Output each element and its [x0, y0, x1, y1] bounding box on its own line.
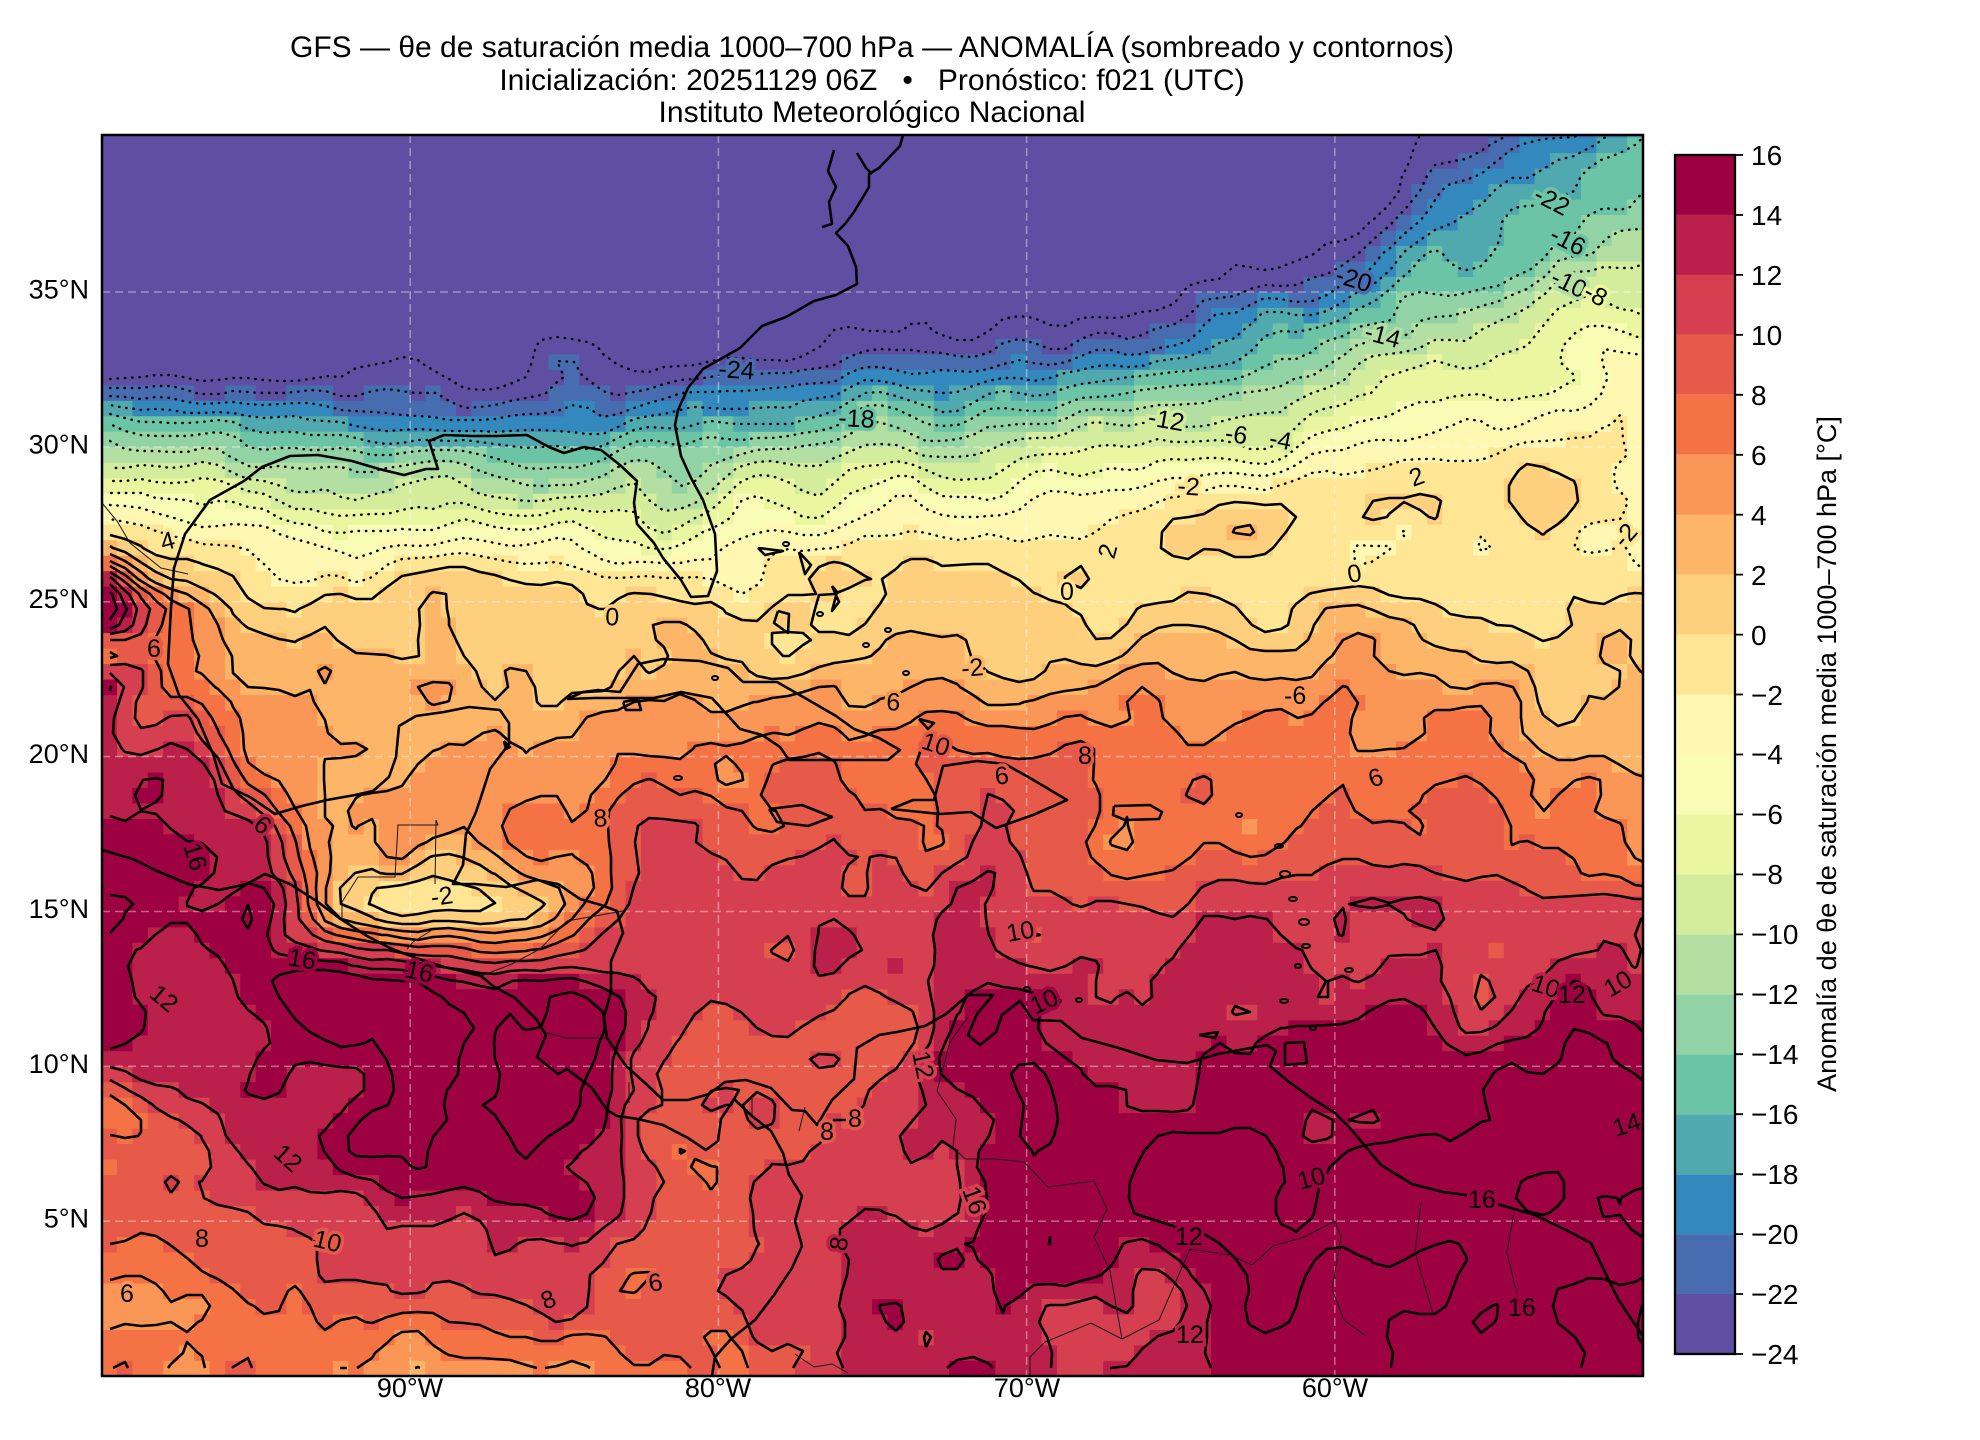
svg-text:4: 4	[1751, 500, 1767, 531]
svg-text:−12: −12	[1751, 979, 1799, 1010]
svg-text:−14: −14	[1751, 1039, 1799, 1070]
svg-text:30°N: 30°N	[29, 429, 89, 459]
svg-text:-2: -2	[960, 653, 985, 683]
svg-text:8: 8	[1751, 380, 1767, 411]
svg-text:90°W: 90°W	[377, 1373, 444, 1403]
svg-text:60°W: 60°W	[1302, 1373, 1369, 1403]
svg-text:10: 10	[1004, 916, 1036, 948]
svg-text:-18: -18	[838, 404, 876, 434]
svg-text:−22: −22	[1751, 1279, 1799, 1310]
svg-text:-12: -12	[1146, 403, 1186, 437]
svg-text:12: 12	[1558, 981, 1586, 1009]
svg-text:14: 14	[1751, 200, 1782, 231]
svg-text:−2: −2	[1751, 680, 1783, 711]
svg-text:−4: −4	[1751, 739, 1783, 770]
svg-text:12: 12	[1751, 260, 1782, 291]
svg-text:0: 0	[605, 603, 620, 631]
svg-text:10: 10	[1751, 320, 1782, 351]
svg-text:-6: -6	[1284, 682, 1306, 710]
svg-text:−24: −24	[1751, 1339, 1799, 1370]
svg-text:2: 2	[1751, 560, 1767, 591]
svg-text:Anomalía de θe de saturación m: Anomalía de θe de saturación media 1000–…	[1812, 416, 1842, 1092]
svg-text:35°N: 35°N	[29, 275, 89, 305]
svg-text:8: 8	[820, 1118, 834, 1146]
svg-text:Inicialización: 20251129 06Z: Inicialización: 20251129 06Z • Pronóstic…	[499, 64, 1244, 97]
svg-text:Instituto Meteorológico Nacion: Instituto Meteorológico Nacional	[659, 96, 1086, 129]
svg-text:12: 12	[1175, 1223, 1203, 1251]
svg-text:−8: −8	[1751, 859, 1783, 890]
svg-text:12: 12	[1176, 1321, 1204, 1349]
svg-text:8: 8	[592, 804, 608, 833]
svg-text:-2: -2	[1177, 472, 1201, 501]
svg-text:−16: −16	[1751, 1099, 1799, 1130]
svg-text:16: 16	[1508, 1294, 1536, 1322]
svg-text:GFS — θe de saturación media 1: GFS — θe de saturación media 1000–700 hP…	[290, 31, 1454, 64]
svg-text:−20: −20	[1751, 1219, 1799, 1250]
svg-text:6: 6	[120, 1280, 134, 1308]
svg-text:-6: -6	[1223, 419, 1249, 450]
svg-text:6: 6	[1751, 440, 1767, 471]
svg-text:5°N: 5°N	[44, 1204, 89, 1234]
svg-text:8: 8	[195, 1225, 209, 1253]
svg-text:20°N: 20°N	[29, 739, 89, 769]
svg-text:6: 6	[886, 688, 901, 717]
svg-text:8: 8	[848, 1105, 862, 1133]
svg-text:16: 16	[403, 955, 436, 988]
svg-text:-2: -2	[429, 881, 455, 912]
svg-text:16: 16	[286, 943, 318, 975]
svg-text:70°W: 70°W	[994, 1373, 1061, 1403]
svg-text:15°N: 15°N	[29, 894, 89, 924]
svg-text:−10: −10	[1751, 919, 1799, 950]
svg-text:16: 16	[1468, 1186, 1496, 1214]
svg-text:12: 12	[906, 1048, 939, 1081]
svg-text:0: 0	[1751, 620, 1767, 651]
svg-text:−6: −6	[1751, 799, 1783, 830]
svg-text:6: 6	[147, 635, 161, 663]
svg-text:16: 16	[1751, 140, 1782, 171]
svg-text:0: 0	[1060, 578, 1074, 606]
svg-text:25°N: 25°N	[29, 584, 89, 614]
svg-text:10°N: 10°N	[29, 1049, 89, 1079]
svg-text:-24: -24	[718, 355, 756, 385]
svg-text:8: 8	[1078, 742, 1092, 770]
svg-text:80°W: 80°W	[685, 1373, 752, 1403]
svg-text:−18: −18	[1751, 1159, 1799, 1190]
